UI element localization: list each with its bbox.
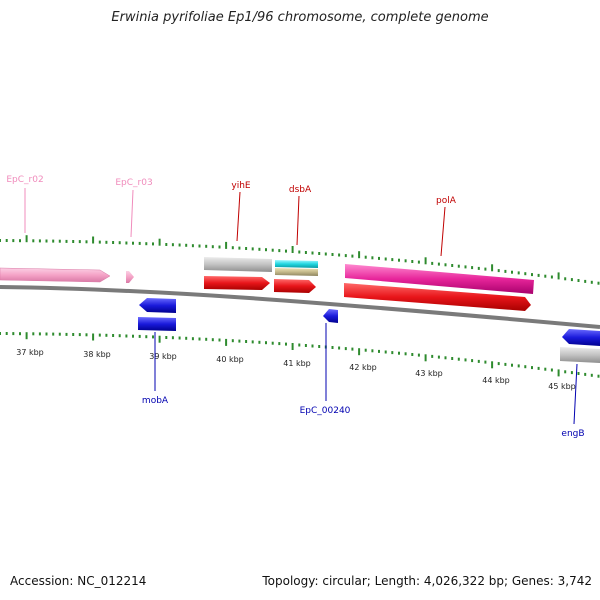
label-EpC_r02: EpC_r02 — [6, 175, 43, 185]
accession-text: Accession: NC_012214 — [10, 574, 147, 588]
rrna-EpC_r03-arrow[interactable] — [126, 271, 134, 283]
forward-features — [0, 257, 534, 311]
label-polA: polA — [436, 196, 457, 206]
ruler-label: 41 kbp — [283, 359, 311, 368]
page-title: Erwinia pyrifoliae Ep1/96 chromosome, co… — [111, 10, 489, 25]
gene-polA-arrow[interactable] — [344, 283, 531, 311]
ruler-label: 37 kbp — [16, 348, 44, 357]
rrna-EpC_r02-arrow[interactable] — [0, 267, 111, 283]
ruler-label: 40 kbp — [216, 355, 244, 364]
ruler-labels: 37 kbp 38 kbp 39 kbp 40 kbp 41 kbp 42 kb… — [16, 348, 576, 391]
gene-engB-arrow[interactable] — [562, 329, 600, 346]
gene-yihE-arrow[interactable] — [204, 276, 270, 290]
cds-polA-bar[interactable] — [345, 264, 534, 294]
gene-mobA-block[interactable] — [138, 317, 176, 331]
ruler-label: 39 kbp — [149, 352, 177, 361]
gene-EpC_00240-arrow[interactable] — [323, 309, 338, 323]
ruler-label: 45 kbp — [548, 382, 576, 391]
ruler-label: 42 kbp — [349, 363, 377, 372]
gene-mobA-upper-arrow[interactable] — [139, 298, 176, 313]
misc-gray-feature[interactable] — [204, 257, 272, 272]
gene-dsbA-arrow[interactable] — [274, 279, 316, 293]
leader-lines — [24, 188, 578, 425]
ruler-label: 44 kbp — [482, 376, 510, 385]
genome-stats-text: Topology: circular; Length: 4,026,322 bp… — [262, 574, 592, 588]
label-mobA: mobA — [142, 396, 169, 406]
label-dsbA: dsbA — [289, 185, 312, 195]
ruler-ticks-outer — [0, 235, 600, 285]
ruler-label: 43 kbp — [415, 369, 443, 378]
chromosome-backbone — [0, 285, 600, 329]
ruler-label: 38 kbp — [83, 350, 111, 359]
misc-tan-feature[interactable] — [275, 268, 318, 276]
reverse-features — [138, 298, 600, 363]
misc-gray-feature-right[interactable] — [560, 347, 600, 363]
label-yihE: yihE — [231, 181, 251, 191]
feature-labels: EpC_r02 EpC_r03 yihE dsbA polA mobA EpC_… — [6, 175, 584, 439]
misc-cyan-feature[interactable] — [275, 260, 318, 268]
label-EpC_00240: EpC_00240 — [300, 406, 351, 416]
label-EpC_r03: EpC_r03 — [115, 178, 152, 188]
label-engB: engB — [561, 429, 584, 439]
